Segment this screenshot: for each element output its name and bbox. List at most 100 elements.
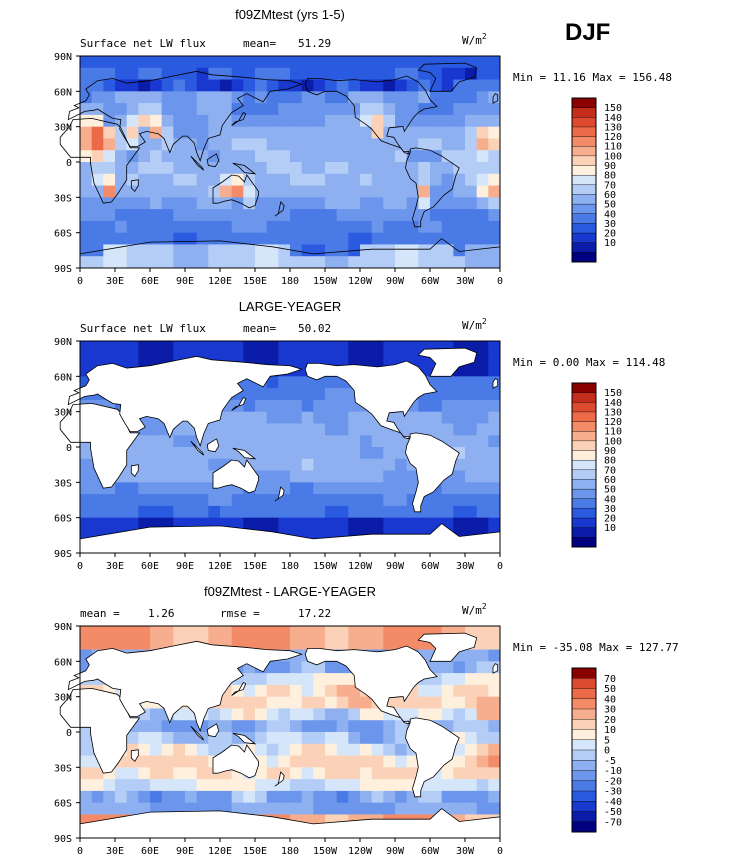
field-cell [266, 138, 279, 151]
field-cell [371, 138, 384, 151]
rmse-value: 17.22 [298, 607, 331, 620]
field-cell [80, 173, 93, 187]
field-cell [325, 494, 338, 507]
field-cell [465, 802, 478, 816]
field-cell [126, 126, 139, 140]
field-cell [465, 232, 478, 246]
field-cell [336, 447, 349, 460]
field-cell [336, 802, 349, 816]
field-cell [441, 767, 454, 780]
field-cell [360, 341, 373, 354]
field-cell [255, 399, 268, 413]
field-cell [348, 341, 361, 354]
field-cell [196, 743, 209, 757]
field-cell [243, 67, 256, 81]
field-cell [103, 67, 116, 81]
colorbar-label: 80 [604, 456, 616, 467]
field-cell [173, 732, 186, 745]
field-cell [266, 802, 279, 816]
y-tick-label: 90N [54, 337, 72, 348]
field-cell [138, 767, 151, 780]
field-cell [360, 197, 373, 210]
field-cell [360, 470, 373, 483]
field-cell [325, 388, 338, 401]
field-cell [290, 197, 303, 210]
field-cell [465, 423, 478, 436]
field-cell [290, 376, 303, 389]
field-cell [360, 696, 373, 710]
field-cell [138, 185, 151, 198]
field-cell [313, 220, 326, 234]
field-cell [80, 470, 93, 483]
field-cell [336, 126, 349, 140]
field-cell [138, 637, 151, 651]
colorbar-label: 70 [604, 180, 616, 191]
field-cell [231, 626, 244, 639]
field-cell [301, 399, 314, 413]
field-cell [115, 103, 128, 116]
field-cell [441, 126, 454, 140]
x-tick-label: 60E [141, 846, 159, 857]
field-cell [243, 232, 256, 246]
field-cell [185, 114, 198, 128]
field-cell [220, 220, 233, 234]
field-cell [220, 720, 233, 733]
colorbar-label: 10 [604, 238, 616, 249]
field-cell [301, 435, 314, 448]
colorbar-label: 140 [604, 398, 622, 409]
field-cell [348, 482, 361, 495]
field-cell [126, 637, 139, 651]
field-cell [395, 150, 408, 163]
field-cell [91, 256, 104, 268]
field-cell [126, 114, 139, 128]
field-cell [103, 185, 116, 198]
field-cell [80, 732, 93, 745]
field-cell [406, 67, 419, 81]
field-cell [441, 79, 454, 92]
field-cell [348, 423, 361, 436]
field-cell [325, 103, 338, 116]
colorbar-swatch [571, 165, 597, 176]
field-cell [325, 399, 338, 413]
field-cell [290, 637, 303, 651]
field-cell [185, 79, 198, 92]
field-cell [371, 126, 384, 140]
field-cell [313, 388, 326, 401]
field-cell [290, 494, 303, 507]
field-cell [185, 341, 198, 354]
field-cell [383, 103, 396, 116]
field-cell [430, 220, 443, 234]
colorbar-label: 120 [604, 132, 622, 143]
field-cell [336, 435, 349, 448]
field-cell [348, 138, 361, 151]
field-cell [80, 790, 93, 804]
colorbar-label: 5 [604, 735, 610, 746]
field-cell [476, 220, 489, 234]
mean-value: 1.26 [148, 607, 175, 620]
field-cell [91, 220, 104, 234]
field-cell [348, 220, 361, 234]
field-cell [161, 505, 174, 519]
field-cell [360, 720, 373, 733]
field-cell [80, 67, 93, 81]
field-cell [138, 126, 151, 140]
field-cell [115, 114, 128, 128]
field-cell [336, 256, 349, 268]
field-cell [313, 114, 326, 128]
field-cell [208, 505, 221, 519]
field-cell [196, 505, 209, 519]
field-cell [138, 67, 151, 81]
field-cell [383, 173, 396, 187]
field-cell [138, 232, 151, 246]
field-cell [313, 399, 326, 413]
field-cell [441, 779, 454, 792]
field-cell [465, 458, 478, 472]
field-cell [476, 209, 489, 222]
field-cell [348, 470, 361, 483]
field-cell [488, 232, 500, 246]
field-cell [476, 399, 489, 413]
field-cell [465, 661, 478, 674]
field-cell [80, 341, 93, 354]
field-cell [126, 209, 139, 222]
field-cell [185, 743, 198, 757]
